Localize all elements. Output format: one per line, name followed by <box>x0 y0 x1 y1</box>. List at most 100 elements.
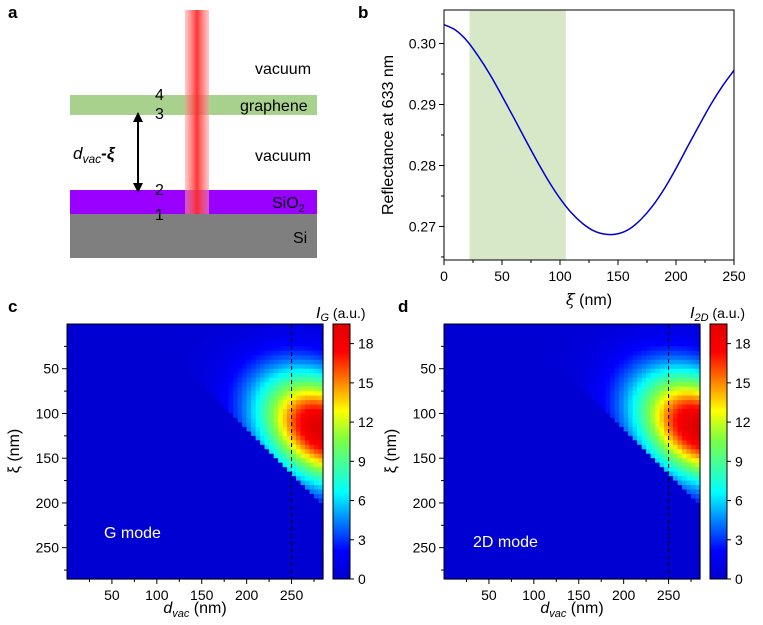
heatmap-cell <box>470 485 477 491</box>
heatmap-cell <box>300 449 306 455</box>
heatmap-cell <box>569 382 575 388</box>
heatmap-cell <box>242 529 248 535</box>
heatmap-cell <box>511 413 517 419</box>
heatmap-cell <box>120 476 126 482</box>
heatmap-cell <box>538 337 544 343</box>
heatmap-cell <box>93 467 100 473</box>
heatmap-cell <box>273 570 279 576</box>
heatmap-cell <box>493 534 499 540</box>
heatmap-cell <box>197 359 203 365</box>
heatmap-cell <box>116 440 122 446</box>
heatmap-cell <box>287 502 293 509</box>
heatmap-cell <box>197 332 203 339</box>
heatmap-cell <box>457 328 463 334</box>
heatmap-cell <box>457 368 463 374</box>
heatmap-cell <box>273 350 279 356</box>
heatmap-cell <box>309 516 315 522</box>
heatmap-cell <box>287 426 293 432</box>
heatmap-cell <box>506 471 512 477</box>
heatmap-cell <box>125 400 131 406</box>
heatmap-cell <box>116 373 122 379</box>
heatmap-cell <box>255 332 261 339</box>
heatmap-cell <box>565 435 571 441</box>
heatmap-cell <box>560 435 566 441</box>
heatmap-cell <box>260 529 266 535</box>
heatmap-cell <box>170 341 176 347</box>
heatmap-cell <box>448 516 454 522</box>
heatmap-cell <box>511 458 517 464</box>
heatmap-cell <box>192 485 198 491</box>
heatmap-cell <box>484 498 490 504</box>
heatmap-cell <box>93 507 100 513</box>
heatmap-cell <box>529 364 535 370</box>
heatmap-cell <box>547 525 553 531</box>
heatmap-cell <box>192 391 198 397</box>
heatmap-cell <box>192 377 198 383</box>
heatmap-cell <box>269 382 275 388</box>
heatmap-cell <box>515 355 521 361</box>
heatmap-cell <box>488 417 495 424</box>
heatmap-cell <box>233 332 239 339</box>
heatmap-cell <box>484 516 490 522</box>
heatmap-cell <box>497 467 503 473</box>
heatmap-cell <box>260 534 266 540</box>
heatmap-cell <box>565 440 571 446</box>
heatmap-cell <box>452 471 459 477</box>
heatmap-cell <box>524 516 530 522</box>
heatmap-cell <box>560 409 566 415</box>
heatmap-cell <box>215 364 221 370</box>
heatmap-cell <box>260 574 266 580</box>
heatmap-cell <box>556 409 562 415</box>
heatmap-cell <box>192 368 198 374</box>
heatmap-cell <box>506 476 512 482</box>
heatmap-cell <box>192 502 198 509</box>
heatmap-cell <box>89 565 95 571</box>
heatmap-cell <box>147 409 153 415</box>
heatmap-cell <box>457 377 463 383</box>
heatmap-cell <box>524 337 530 343</box>
heatmap-cell <box>542 502 548 509</box>
heatmap-cell <box>67 364 73 370</box>
heatmap-cell <box>192 332 198 339</box>
heatmap-cell <box>479 498 486 504</box>
heatmap-cell <box>520 552 526 558</box>
heatmap-cell <box>179 480 185 486</box>
heatmap-cell <box>129 413 135 419</box>
heatmap-cell <box>116 502 122 509</box>
heatmap-cell <box>75 368 82 374</box>
heatmap-cell <box>237 431 243 437</box>
heatmap-cell <box>452 337 459 343</box>
heatmap-cell <box>201 529 207 535</box>
heatmap-cell <box>461 458 468 464</box>
heatmap-cell <box>147 498 153 504</box>
heatmap-cell <box>314 395 320 401</box>
heatmap-cell <box>264 431 270 437</box>
heatmap-cell <box>269 409 275 415</box>
heatmap-cell <box>134 440 140 446</box>
heatmap-cell <box>89 502 95 509</box>
heatmap-cell <box>457 561 463 567</box>
heatmap-cell <box>533 458 539 464</box>
heatmap-cell <box>116 471 122 477</box>
heatmap-cell <box>246 458 252 464</box>
heatmap-cell <box>179 355 185 361</box>
heatmap-cell <box>75 534 82 540</box>
heatmap-cell <box>197 355 203 361</box>
heatmap-cell <box>174 324 180 330</box>
heatmap-cell <box>278 431 284 437</box>
heatmap-cell <box>287 471 293 477</box>
heatmap-cell <box>291 444 297 450</box>
heatmap-cell <box>556 346 562 352</box>
heatmap-cell <box>506 413 512 419</box>
heatmap-cell <box>75 498 82 504</box>
heatmap-cell <box>228 364 234 370</box>
heatmap-cell <box>210 373 216 379</box>
heatmap-cell <box>533 534 539 540</box>
heatmap-cell <box>111 332 118 339</box>
heatmap-cell <box>484 377 490 383</box>
heatmap-cell <box>120 400 126 406</box>
heatmap-cell <box>273 368 279 374</box>
heatmap-cell <box>215 502 221 509</box>
heatmap-cell <box>107 400 113 406</box>
heatmap-cell <box>282 364 288 370</box>
